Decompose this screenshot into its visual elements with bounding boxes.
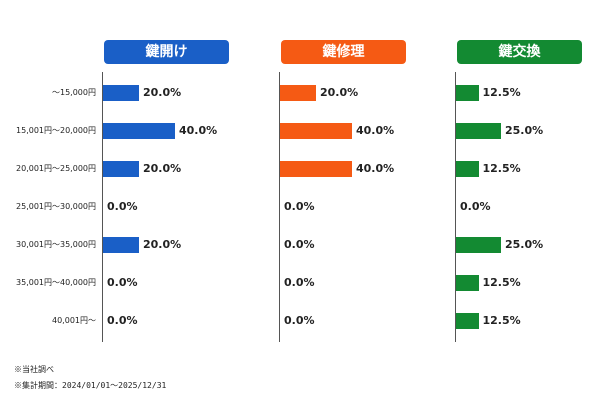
axis-line	[279, 72, 280, 342]
data-label: 0.0%	[284, 314, 315, 327]
data-label: 12.5%	[482, 276, 521, 289]
data-label: 25.0%	[505, 124, 544, 137]
data-label: 0.0%	[107, 314, 138, 327]
data-label: 0.0%	[107, 276, 138, 289]
data-label: 12.5%	[482, 314, 521, 327]
data-label: 40.0%	[356, 162, 395, 175]
footnote: ※当社調べ	[14, 365, 54, 374]
series-header: 鍵修理	[281, 40, 406, 64]
category-label: 40,001円〜	[52, 316, 96, 325]
bar	[456, 313, 479, 329]
bar	[456, 161, 479, 177]
category-label: 25,001円〜30,000円	[16, 202, 96, 211]
data-label: 20.0%	[143, 238, 182, 251]
data-label: 40.0%	[356, 124, 395, 137]
data-label: 25.0%	[505, 238, 544, 251]
bar	[456, 85, 479, 101]
bar	[456, 275, 479, 291]
footnote: ※集計期間：2024/01/01〜2025/12/31	[14, 381, 167, 390]
series-header: 鍵交換	[457, 40, 582, 64]
data-label: 40.0%	[179, 124, 218, 137]
data-label: 12.5%	[482, 86, 521, 99]
data-label: 0.0%	[284, 238, 315, 251]
data-label: 0.0%	[284, 200, 315, 213]
data-label: 20.0%	[143, 86, 182, 99]
category-label: 20,001円〜25,000円	[16, 164, 96, 173]
bar	[103, 123, 175, 139]
category-label: 15,001円〜20,000円	[16, 126, 96, 135]
series-header: 鍵開け	[104, 40, 229, 64]
category-label: 30,001円〜35,000円	[16, 240, 96, 249]
bar	[103, 85, 139, 101]
category-label: 35,001円〜40,000円	[16, 278, 96, 287]
bar	[280, 85, 316, 101]
axis-line	[102, 72, 103, 342]
data-label: 0.0%	[107, 200, 138, 213]
axis-line	[455, 72, 456, 342]
category-label: 〜15,000円	[52, 88, 96, 97]
bar	[280, 161, 352, 177]
bar	[456, 237, 501, 253]
data-label: 0.0%	[284, 276, 315, 289]
data-label: 0.0%	[460, 200, 491, 213]
bar	[103, 161, 139, 177]
data-label: 20.0%	[143, 162, 182, 175]
bar	[456, 123, 501, 139]
bar	[103, 237, 139, 253]
data-label: 12.5%	[482, 162, 521, 175]
data-label: 20.0%	[320, 86, 359, 99]
bar	[280, 123, 352, 139]
